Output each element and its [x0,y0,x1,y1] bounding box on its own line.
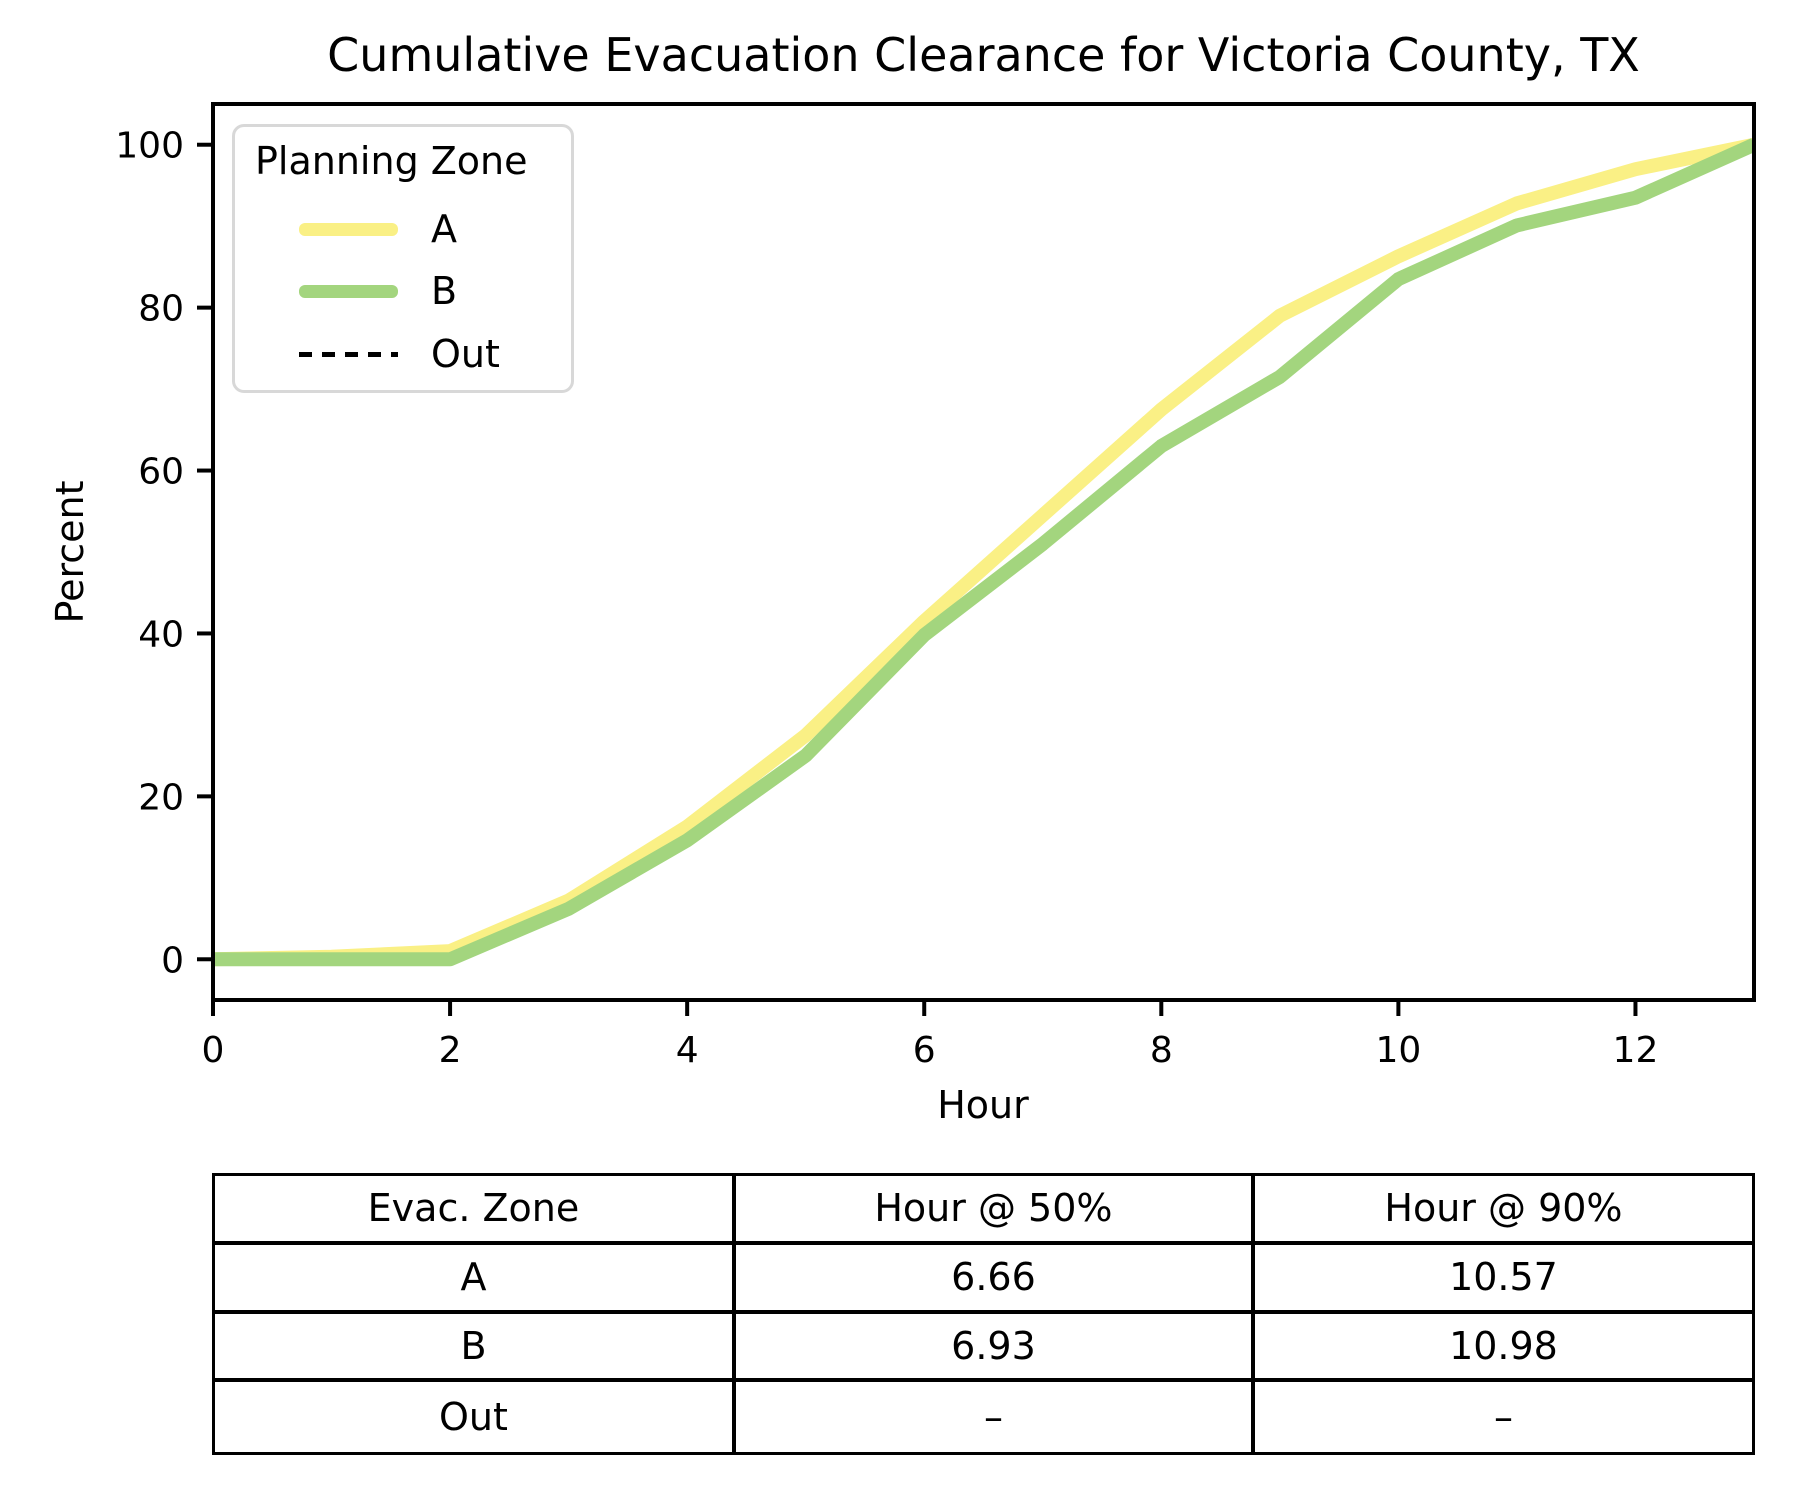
legend: Planning Zone A B Out [232,124,574,393]
x-tick-label: 6 [913,1030,936,1071]
table-cell: 10.57 [1254,1244,1752,1314]
legend-entry-label: Out [431,332,500,376]
x-tick-label: 2 [439,1030,462,1071]
y-tick-label: 100 [115,126,184,167]
table-header-cell: Hour @ 90% [1254,1176,1752,1245]
table-header-cell: Hour @ 50% [735,1176,1255,1245]
legend-swatch-Out [299,351,398,357]
legend-swatch-B [299,284,398,298]
x-tick-label: 4 [676,1030,699,1071]
legend-title: Planning Zone [255,139,528,183]
x-tick-label: 8 [1150,1030,1173,1071]
legend-swatch-A [299,222,398,236]
table-cell: Out [215,1381,736,1452]
summary-table: Evac. Zone Hour @ 50% Hour @ 90% A 6.66 10.57… [212,1173,1755,1455]
plot-area: 0 2 4 6 8 10 12 0 20 40 60 80 100 [115,102,1756,1071]
table-cell: – [1254,1381,1752,1452]
series-line-A [212,137,1756,967]
table-cell: 6.93 [735,1314,1255,1382]
x-axis-label: Hour [937,1083,1029,1127]
x-tick-label: 10 [1375,1030,1421,1071]
table-cell: 10.98 [1254,1314,1752,1382]
legend-entry-A: A [235,206,457,252]
y-tick-label: 40 [138,614,184,655]
y-axis-label: Percent [48,480,92,624]
axes-frame [211,102,1756,1002]
table-cell: B [215,1314,736,1382]
table-cell: A [215,1244,736,1314]
table-cell: – [735,1381,1255,1452]
legend-entry-label: B [431,269,458,313]
table-cell: 6.66 [735,1244,1255,1314]
legend-entry-label: A [431,207,457,251]
chart-title: Cumulative Evacuation Clearance for Vict… [327,28,1640,82]
legend-entry-B: B [235,268,457,314]
legend-entry-Out: Out [235,331,500,377]
series-line-B [213,138,1756,967]
y-tick-label: 80 [138,289,184,330]
y-tick-label: 60 [138,452,184,493]
table-header-cell: Evac. Zone [215,1176,736,1245]
x-tick-label: 12 [1613,1030,1659,1071]
x-tick-label: 0 [202,1030,225,1071]
y-tick-label: 20 [138,777,184,818]
y-tick-label: 0 [161,940,184,981]
